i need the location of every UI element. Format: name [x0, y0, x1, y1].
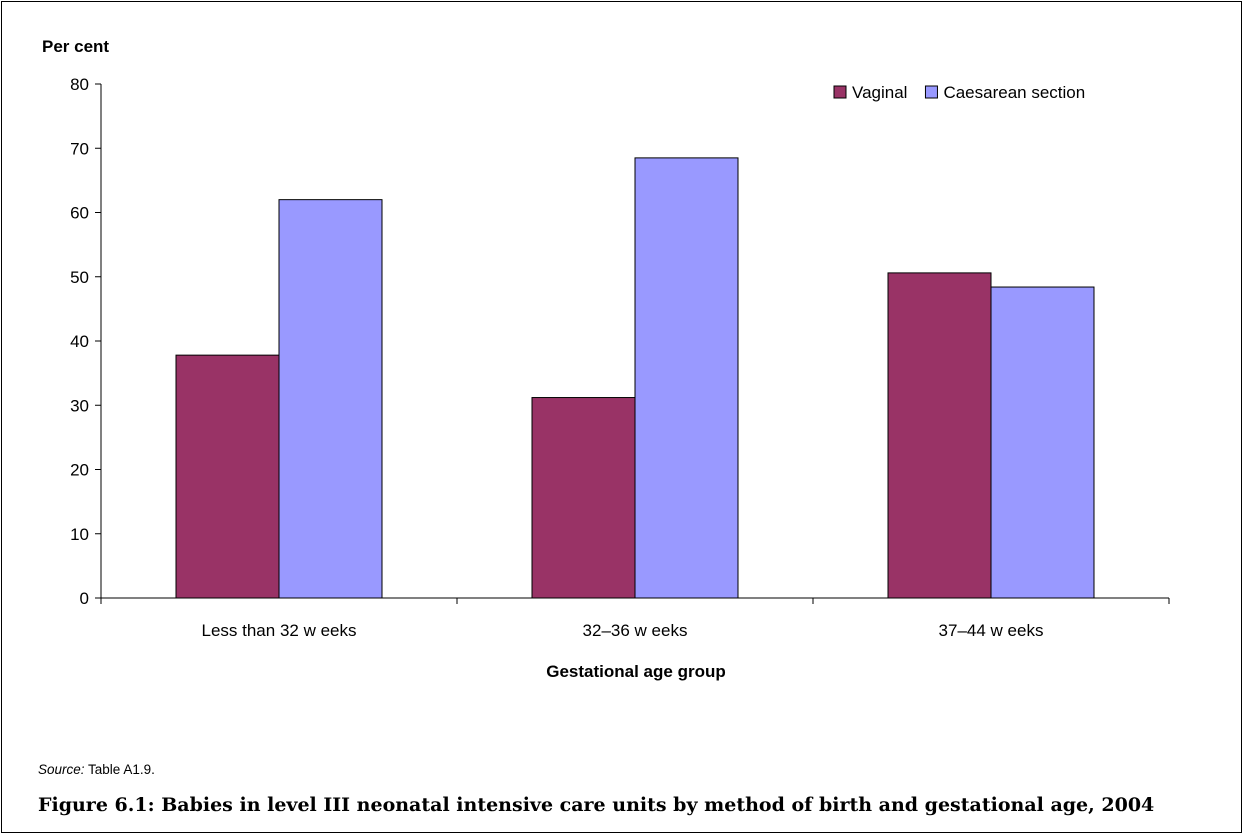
x-tick-label: 32–36 w eeks [583, 621, 688, 640]
bar-vaginal [887, 272, 992, 599]
legend-label: Vaginal [852, 83, 907, 102]
y-tick-label: 30 [70, 396, 89, 415]
legend: Vaginal Caesarean section [833, 83, 1085, 102]
x-tick-label: Less than 32 w eeks [202, 621, 357, 640]
bars [175, 157, 1095, 599]
x-axis-title: Gestational age group [546, 662, 725, 681]
legend-swatch [833, 85, 847, 99]
y-tick-label: 80 [70, 75, 89, 94]
y-axis-title: Per cent [42, 37, 109, 56]
y-tick-label: 40 [70, 332, 89, 351]
y-tick-label: 0 [80, 589, 89, 608]
x-tick-label: 37–44 w eeks [939, 621, 1044, 640]
legend-label: Caesarean section [943, 83, 1085, 102]
y-tick-label: 20 [70, 461, 89, 480]
figure-caption: Figure 6.1: Babies in level III neonatal… [38, 794, 1155, 816]
bar-chart: Per cent Gestational age group 0 10 20 30 40… [42, 37, 1170, 681]
legend-swatch [924, 85, 938, 99]
y-tick-label: 50 [70, 268, 89, 287]
source-note: Source: Table A1.9. [38, 762, 155, 777]
source-text: Table A1.9. [84, 762, 155, 777]
y-tick-label: 70 [70, 139, 89, 158]
bar-caesarean [278, 199, 383, 599]
y-tick-label: 60 [70, 204, 89, 223]
bar-caesarean [990, 286, 1095, 599]
bar-caesarean [634, 157, 739, 599]
bar-vaginal [531, 397, 636, 599]
source-label: Source: [38, 762, 85, 777]
axes: 0 10 20 30 40 50 60 70 80 Less than 32 w eeks 32–3… [70, 75, 1170, 640]
y-tick-label: 10 [70, 525, 89, 544]
bar-vaginal [175, 354, 280, 599]
